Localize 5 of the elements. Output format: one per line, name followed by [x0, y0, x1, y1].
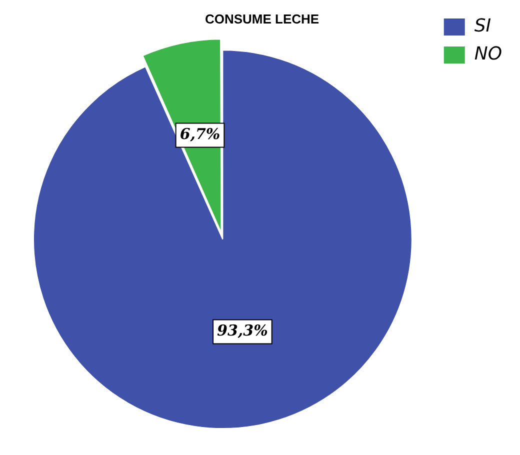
legend-label: SI [474, 16, 492, 37]
data-label: 6,7% [180, 125, 220, 144]
legend-label: NO [474, 44, 502, 65]
chart-title: CONSUME LECHE [204, 11, 320, 26]
data-label: 93,3% [217, 322, 268, 340]
